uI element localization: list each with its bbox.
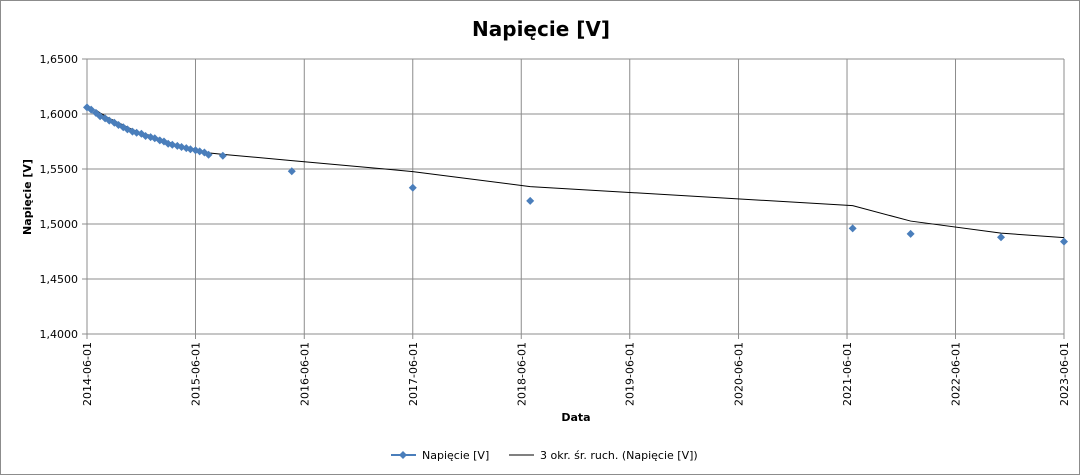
- x-axis-label: Data: [561, 411, 590, 424]
- legend: Napięcie [V] 3 okr. śr. ruch. (Napięcie …: [391, 449, 698, 462]
- grid-lines: [82, 58, 1065, 339]
- x-tick-label: 2023-06-01: [1058, 342, 1071, 406]
- data-point: [1060, 237, 1068, 246]
- series-points: [83, 103, 1068, 246]
- y-axis-label: Napięcie [V]: [21, 159, 34, 235]
- data-point: [87, 105, 96, 114]
- chart-title: Napięcie [V]: [472, 17, 610, 41]
- x-tick-label: 2020-06-01: [733, 342, 746, 406]
- x-tick-label: 2018-06-01: [515, 342, 528, 406]
- data-point: [287, 167, 296, 176]
- data-point: [848, 224, 857, 233]
- data-point: [996, 233, 1005, 242]
- y-tick-label: 1,4500: [40, 273, 79, 286]
- x-tick-label: 2014-06-01: [81, 342, 94, 406]
- legend-marker-series1: [399, 451, 407, 459]
- data-point: [906, 229, 915, 238]
- data-point: [123, 125, 132, 134]
- x-tick-label: 2016-06-01: [298, 342, 311, 406]
- x-tick-label: 2015-06-01: [189, 342, 202, 406]
- legend-label-series1: Napięcie [V]: [422, 449, 489, 462]
- data-point: [408, 183, 417, 192]
- y-tick-label: 1,5000: [40, 218, 79, 231]
- y-tick-label: 1,4000: [40, 328, 79, 341]
- data-point: [526, 196, 535, 205]
- y-tick-label: 1,6500: [40, 53, 79, 66]
- x-tick-label: 2022-06-01: [950, 342, 963, 406]
- y-tick-labels: 1,4000 1,4500 1,5000 1,5500 1,6000 1,6500: [40, 53, 79, 341]
- x-tick-label: 2017-06-01: [407, 342, 420, 406]
- x-tick-label: 2021-06-01: [841, 342, 854, 406]
- y-tick-label: 1,6000: [40, 108, 79, 121]
- x-tick-labels: 2014-06-01 2015-06-01 2016-06-01 2017-06-01…: [81, 342, 1071, 406]
- moving-average-line: [95, 109, 1065, 239]
- y-tick-label: 1,5500: [40, 163, 79, 176]
- moving-average-polyline: [95, 109, 1065, 239]
- x-tick-label: 2019-06-01: [624, 342, 637, 406]
- data-point: [204, 150, 213, 159]
- data-point: [218, 151, 227, 160]
- legend-label-series2: 3 okr. śr. ruch. (Napięcie [V]): [540, 449, 698, 462]
